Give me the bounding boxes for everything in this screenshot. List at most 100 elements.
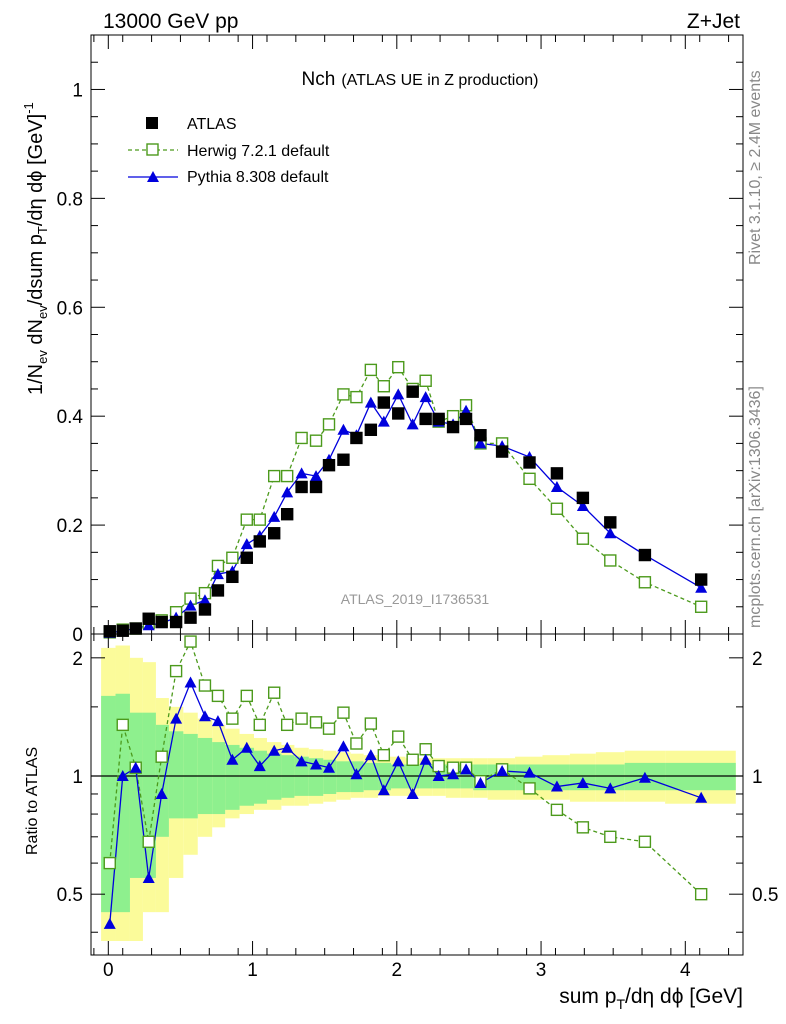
pythia-ratio-point — [377, 784, 390, 796]
herwig-ratio-point — [550, 803, 564, 817]
atlas-point — [240, 551, 253, 564]
herwig-ratio-point — [377, 748, 391, 762]
herwig-ratio-point — [253, 718, 266, 732]
atlas-point — [309, 480, 323, 494]
chart-title-main: Nch — [302, 69, 336, 90]
herwig-point — [576, 532, 590, 545]
band-inner-segment — [212, 742, 226, 815]
legend-label-atlas: ATLAS — [187, 116, 237, 133]
atlas-point — [211, 584, 225, 597]
herwig-point — [267, 469, 281, 483]
pythia-ratio-point — [103, 917, 116, 929]
pythia-point — [211, 568, 224, 580]
herwig-ratio-point — [392, 730, 405, 743]
herwig-ratio-point — [576, 821, 590, 834]
pythia-point — [576, 500, 589, 512]
source-label: mcplots.cern.ch [arXiv:1306.3436] — [747, 386, 764, 628]
legend-marker-herwig — [146, 143, 159, 156]
pythia-ratio-point — [447, 768, 460, 780]
herwig-point — [309, 434, 323, 447]
atlas-point — [550, 467, 564, 480]
legend-marker-atlas — [146, 117, 158, 129]
pythia-ratio-point — [184, 676, 197, 688]
ratio-y-tick-label: 0.5 — [57, 885, 83, 906]
pythia-ratio-point — [350, 768, 363, 780]
herwig-point — [280, 469, 294, 483]
atlas-point — [184, 611, 197, 624]
herwig-ratio-point — [280, 718, 294, 732]
pythia-ratio-point — [142, 871, 155, 883]
y-tick-label: 0.6 — [57, 298, 83, 319]
pythia-point — [364, 396, 377, 408]
y-axis-title-text: 1/Nev dNev/dsum pT/dη dϕ [GeV]-1 — [21, 102, 50, 395]
atlas-point — [406, 385, 419, 398]
herwig-ratio-point — [198, 679, 212, 692]
herwig-ratio-point — [364, 717, 378, 730]
pythia-ratio-point — [432, 770, 445, 782]
herwig-ratio-point — [432, 759, 445, 773]
rivet-label: Rivet 3.1.10, ≥ 2.4M events — [747, 70, 764, 265]
herwig-ratio-point — [226, 712, 239, 725]
herwig-ratio-point — [638, 835, 652, 848]
y-tick-label: 0.8 — [57, 189, 83, 210]
herwig-ratio-point — [419, 743, 432, 756]
atlas-point — [694, 573, 708, 586]
atlas-point — [198, 603, 212, 616]
pythia-point — [474, 437, 487, 449]
atlas-point — [295, 480, 308, 494]
ratio-y-tick-label: 1 — [72, 767, 83, 788]
ratio-ticks: 0 1 2 3 4 0.5 0.5 1 1 2 2 — [57, 634, 778, 981]
herwig-ratio-point — [155, 750, 168, 763]
herwig-ratio-point — [604, 830, 617, 844]
pythia-ratio-point — [129, 761, 142, 773]
legend: ATLAS Herwig 7.2.1 default Pythia 8.308 … — [128, 116, 330, 186]
y-tick-label: 1 — [72, 80, 83, 101]
pythia-ratio-point — [392, 755, 405, 767]
pythia-ratio-point — [240, 741, 253, 753]
x-tick-label: 3 — [536, 960, 547, 981]
x-axis-title: sum pT/dη dϕ [GeV] — [559, 985, 743, 1012]
herwig-point — [604, 554, 617, 567]
pythia-ratio-point — [295, 755, 308, 767]
pythia-ratio-point — [268, 744, 281, 756]
band-inner-segment — [336, 761, 351, 793]
legend-marker-pythia — [147, 171, 159, 182]
herwig-ratio-point — [523, 782, 536, 795]
pythia-ratio-point — [170, 712, 183, 724]
pythia-ratio-point — [337, 740, 350, 752]
y-tick-label: 0.4 — [57, 407, 84, 428]
band-inner-segment — [254, 750, 267, 804]
band-inner-segment — [168, 731, 184, 819]
y-tick-label: 0 — [72, 625, 83, 646]
herwig-ratio-point — [184, 635, 197, 648]
herwig-ratio-point — [295, 712, 308, 725]
ratio-frame — [90, 633, 744, 956]
pythia-point — [268, 510, 281, 522]
pythia-point — [392, 388, 405, 400]
band-inner-segment — [115, 693, 130, 913]
pythia-ratio-point — [253, 760, 266, 772]
herwig-ratio-point — [169, 664, 183, 678]
herwig-ratio-point — [694, 887, 708, 901]
herwig-ratio-point — [350, 737, 363, 750]
herwig-ratio-point — [406, 753, 419, 766]
herwig-ratio-point — [322, 722, 336, 735]
band-inner-segment — [266, 753, 282, 800]
atlas-point — [495, 445, 509, 458]
ratio-y-axis-title: Ratio to ATLAS — [24, 747, 41, 855]
atlas-point — [350, 431, 363, 445]
energy-label: 13000 GeV pp — [103, 10, 238, 33]
pythia-point — [310, 470, 323, 482]
ratio-series — [91, 635, 743, 929]
atlas-point — [280, 508, 294, 521]
pythia-ratio-point — [460, 763, 473, 775]
atlas-point — [604, 516, 617, 529]
pythia-ratio-point — [638, 771, 651, 783]
pythia-ratio-point — [364, 749, 377, 761]
ratio-y-tick-label-right: 0.5 — [752, 885, 778, 906]
pythia-ratio-point — [226, 753, 239, 765]
band-inner-segment — [129, 712, 143, 878]
process-label: Z+Jet — [687, 10, 740, 33]
atlas-point — [322, 458, 336, 472]
y-tick-label: 0.2 — [57, 516, 83, 537]
